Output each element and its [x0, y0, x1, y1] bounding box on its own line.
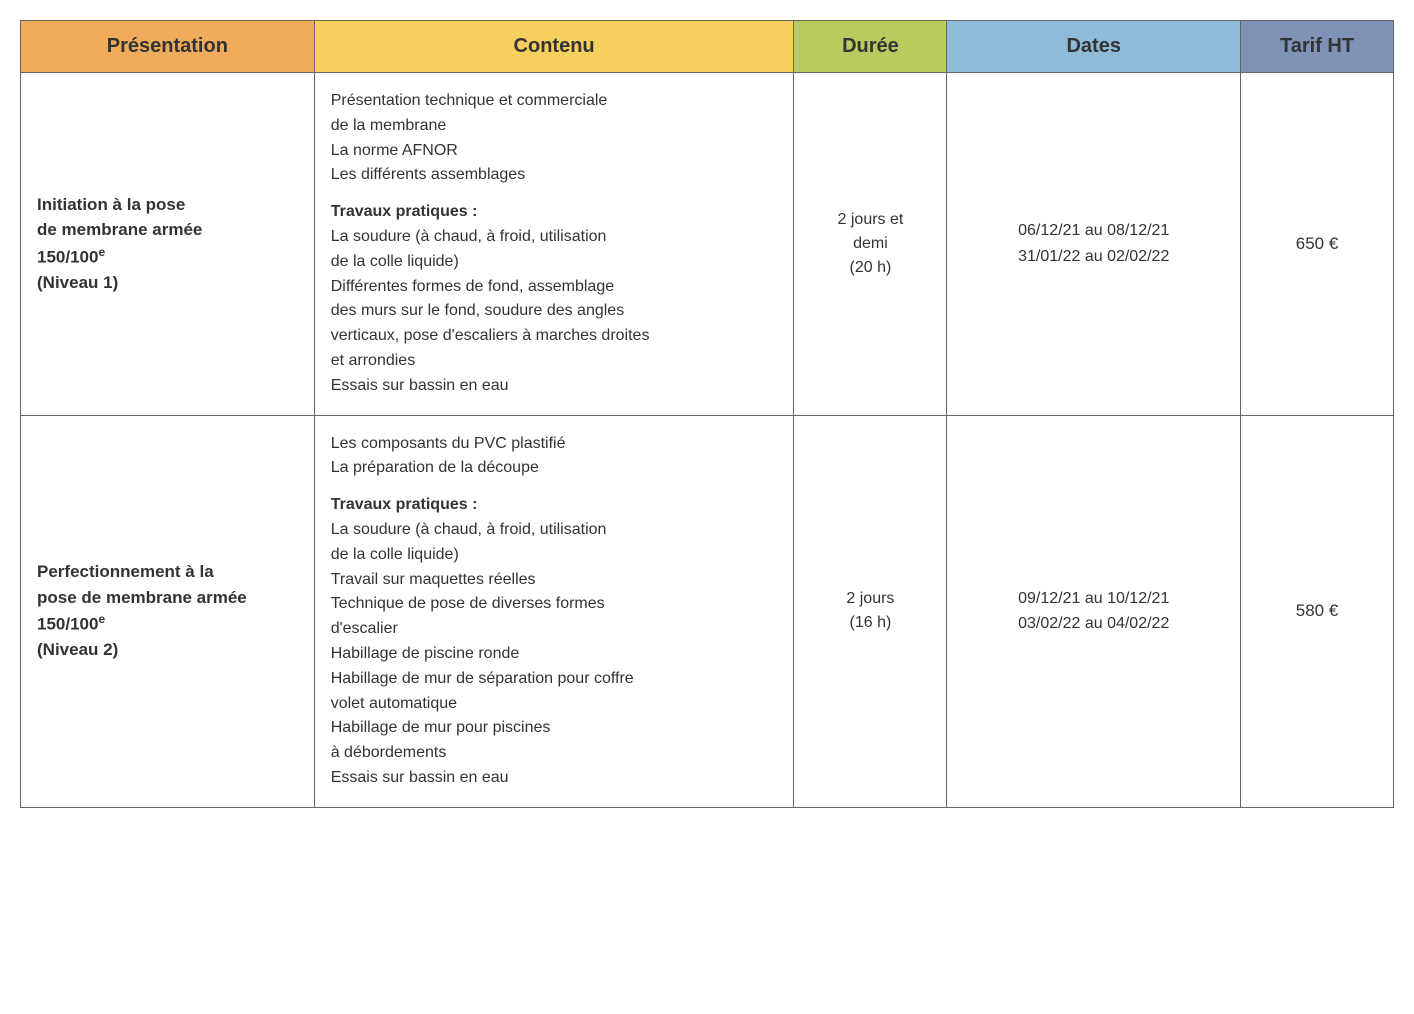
date-line: 09/12/21 au 10/12/21: [1018, 590, 1169, 607]
contenu-line: Présentation technique et commerciale: [331, 92, 608, 109]
presentation-line: Initiation à la pose: [37, 195, 185, 214]
contenu-line: verticaux, pose d'escaliers à marches dr…: [331, 327, 650, 344]
contenu-line: Travail sur maquettes réelles: [331, 571, 536, 588]
presentation-sup: e: [98, 612, 105, 626]
contenu-line: La norme AFNOR: [331, 142, 458, 159]
cell-contenu: Présentation technique et commerciale de…: [314, 73, 794, 416]
contenu-line: La soudure (à chaud, à froid, utilisatio…: [331, 521, 607, 538]
presentation-line: (Niveau 2): [37, 640, 118, 659]
header-row: Présentation Contenu Durée Dates Tarif H…: [21, 21, 1394, 73]
contenu-line: Technique de pose de diverses formes: [331, 595, 605, 612]
contenu-line: de la membrane: [331, 117, 447, 134]
cell-presentation: Initiation à la pose de membrane armée 1…: [21, 73, 315, 416]
contenu-line: Habillage de piscine ronde: [331, 645, 520, 662]
contenu-line: La préparation de la découpe: [331, 459, 539, 476]
date-line: 31/01/22 au 02/02/22: [1018, 248, 1169, 265]
presentation-sup: e: [98, 245, 105, 259]
contenu-line: Différentes formes de fond, assemblage: [331, 278, 614, 295]
table-row: Perfectionnement à la pose de membrane a…: [21, 415, 1394, 807]
header-presentation: Présentation: [21, 21, 315, 73]
duree-line: (16 h): [850, 614, 892, 631]
presentation-line: Perfectionnement à la: [37, 562, 214, 581]
contenu-line: Habillage de mur de séparation pour coff…: [331, 670, 634, 687]
duree-line: demi: [853, 235, 888, 252]
cell-dates: 09/12/21 au 10/12/21 03/02/22 au 04/02/2…: [947, 415, 1241, 807]
table-body: Initiation à la pose de membrane armée 1…: [21, 73, 1394, 808]
cell-duree: 2 jours et demi (20 h): [794, 73, 947, 416]
table-row: Initiation à la pose de membrane armée 1…: [21, 73, 1394, 416]
header-tarif: Tarif HT: [1241, 21, 1394, 73]
contenu-line: Les composants du PVC plastifié: [331, 435, 566, 452]
header-contenu: Contenu: [314, 21, 794, 73]
contenu-line: Essais sur bassin en eau: [331, 377, 509, 394]
tarif-value: 650 €: [1296, 234, 1339, 253]
tarif-value: 580 €: [1296, 601, 1339, 620]
date-line: 03/02/22 au 04/02/22: [1018, 615, 1169, 632]
cell-contenu: Les composants du PVC plastifié La prépa…: [314, 415, 794, 807]
contenu-line: des murs sur le fond, soudure des angles: [331, 302, 625, 319]
header-duree: Durée: [794, 21, 947, 73]
cell-presentation: Perfectionnement à la pose de membrane a…: [21, 415, 315, 807]
contenu-line: de la colle liquide): [331, 546, 459, 563]
presentation-line: de membrane armée: [37, 220, 202, 239]
duree-line: (20 h): [850, 259, 892, 276]
date-line: 06/12/21 au 08/12/21: [1018, 222, 1169, 239]
header-dates: Dates: [947, 21, 1241, 73]
contenu-line: Les différents assemblages: [331, 166, 525, 183]
tp-label: Travaux pratiques :: [331, 200, 778, 225]
table-head: Présentation Contenu Durée Dates Tarif H…: [21, 21, 1394, 73]
duree-line: 2 jours: [846, 590, 894, 607]
contenu-line: volet automatique: [331, 695, 457, 712]
cell-tarif: 580 €: [1241, 415, 1394, 807]
contenu-line: Habillage de mur pour piscines: [331, 719, 551, 736]
contenu-line: de la colle liquide): [331, 253, 459, 270]
presentation-line: 150/100: [37, 615, 98, 634]
cell-dates: 06/12/21 au 08/12/21 31/01/22 au 02/02/2…: [947, 73, 1241, 416]
presentation-line: pose de membrane armée: [37, 588, 247, 607]
contenu-line: à débordements: [331, 744, 447, 761]
training-table: Présentation Contenu Durée Dates Tarif H…: [20, 20, 1394, 808]
contenu-line: d'escalier: [331, 620, 398, 637]
cell-tarif: 650 €: [1241, 73, 1394, 416]
presentation-line: 150/100: [37, 248, 98, 267]
contenu-line: Essais sur bassin en eau: [331, 769, 509, 786]
tp-label: Travaux pratiques :: [331, 493, 778, 518]
contenu-line: La soudure (à chaud, à froid, utilisatio…: [331, 228, 607, 245]
cell-duree: 2 jours (16 h): [794, 415, 947, 807]
contenu-line: et arrondies: [331, 352, 416, 369]
presentation-line: (Niveau 1): [37, 273, 118, 292]
duree-line: 2 jours et: [838, 211, 904, 228]
